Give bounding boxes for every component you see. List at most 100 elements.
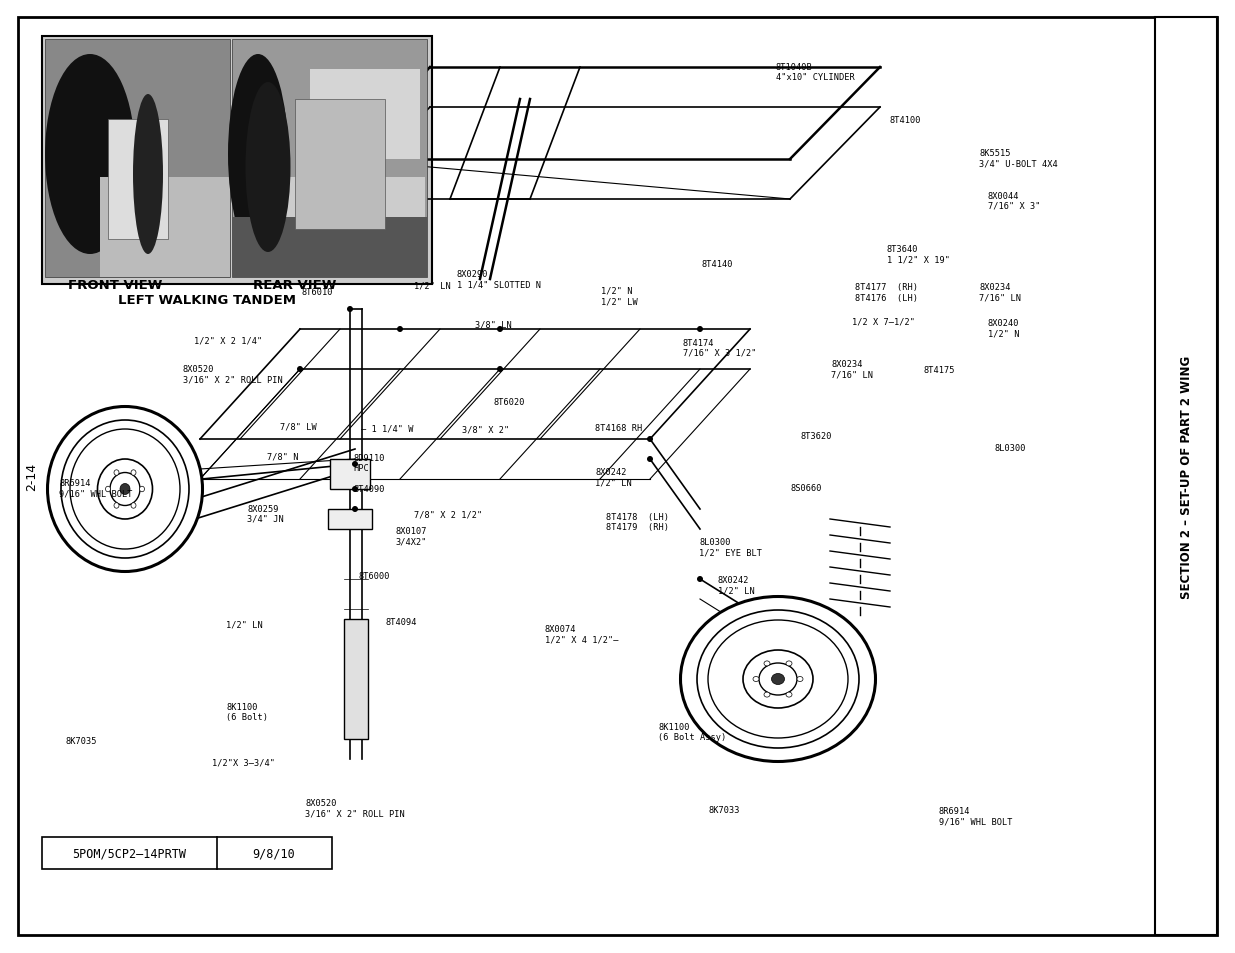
Ellipse shape [697,610,860,748]
Bar [329,510,372,530]
Ellipse shape [697,577,703,582]
Text: 8T4174
7/16" X 3 1/2": 8T4174 7/16" X 3 1/2" [683,338,757,357]
Ellipse shape [647,456,653,462]
Text: 5POM/5CP2–14PRTW: 5POM/5CP2–14PRTW [72,846,186,860]
Bar [107,120,168,240]
Text: 8X0074
1/2" X 4 1/2"—: 8X0074 1/2" X 4 1/2"— [545,624,619,643]
Ellipse shape [697,327,703,333]
Ellipse shape [760,663,797,696]
Ellipse shape [743,650,813,708]
Ellipse shape [98,459,152,519]
Bar [1155,18,1216,935]
Ellipse shape [352,506,358,513]
Text: 8X0242
1/2" LN: 8X0242 1/2" LN [595,468,632,487]
Ellipse shape [680,597,876,761]
Ellipse shape [110,473,140,506]
Text: 8L0300
1/2" EYE BLT: 8L0300 1/2" EYE BLT [699,537,762,557]
Text: 8T6010: 8T6010 [301,288,333,297]
Bar [44,40,230,277]
Text: 8X0520
3/16" X 2" ROLL PIN: 8X0520 3/16" X 2" ROLL PIN [183,365,283,384]
Text: 8T3640
1 1/2" X 19": 8T3640 1 1/2" X 19" [887,245,950,264]
Text: 8R6914
9/16" WHL BOLT: 8R6914 9/16" WHL BOLT [59,478,133,497]
Text: 1/2 X 7–1/2": 1/2 X 7–1/2" [852,317,915,327]
Text: 8X0290
1 1/4" SLOTTED N: 8X0290 1 1/4" SLOTTED N [457,270,541,289]
Ellipse shape [44,55,135,254]
Text: 8K5515
3/4" U-BOLT 4X4: 8K5515 3/4" U-BOLT 4X4 [979,149,1058,168]
Text: 8D9110
HPC: 8D9110 HPC [353,454,385,473]
Bar [232,40,427,277]
Text: 8T6000: 8T6000 [358,571,390,580]
Ellipse shape [396,327,403,333]
Ellipse shape [70,430,180,550]
Ellipse shape [131,503,136,509]
Text: 8X0242
1/2" LN: 8X0242 1/2" LN [718,576,755,595]
Bar [266,178,425,277]
Text: 3/8" LN: 3/8" LN [475,320,513,330]
Ellipse shape [708,620,848,739]
Ellipse shape [120,484,130,495]
Ellipse shape [133,95,163,254]
Text: 7/8" N: 7/8" N [267,452,299,461]
Ellipse shape [496,327,503,333]
Text: 1/2"X 3–3/4": 1/2"X 3–3/4" [212,758,275,767]
Text: 8X0234
7/16" LN: 8X0234 7/16" LN [831,360,873,379]
Bar [100,178,230,277]
Ellipse shape [764,693,769,698]
Text: 8T1040B
4"x10" CYLINDER: 8T1040B 4"x10" CYLINDER [776,63,855,82]
Ellipse shape [114,503,119,509]
Text: 8R6914
9/16" WHL BOLT: 8R6914 9/16" WHL BOLT [939,806,1013,825]
Ellipse shape [105,487,110,493]
Text: 8L0300: 8L0300 [994,443,1026,453]
Text: 1/2" LN: 1/2" LN [414,281,451,291]
Text: ― 1 1/4" W: ― 1 1/4" W [361,424,414,434]
Text: 8K7033: 8K7033 [709,805,741,815]
Ellipse shape [496,367,503,373]
Text: 8X0240
1/2" N: 8X0240 1/2" N [988,319,1020,338]
Ellipse shape [296,367,303,373]
Ellipse shape [352,461,358,468]
Ellipse shape [140,487,144,493]
Text: 8T3620: 8T3620 [800,432,832,441]
Bar [345,619,368,740]
Text: 8T6020: 8T6020 [494,397,526,407]
Text: 1/2" LN: 1/2" LN [226,619,263,629]
Ellipse shape [228,55,288,254]
Text: 8T4175: 8T4175 [924,365,956,375]
Bar [232,218,427,277]
Ellipse shape [764,661,769,666]
Text: 7/8" LW: 7/8" LW [280,422,317,432]
Text: 2-14: 2-14 [26,462,38,491]
Text: 8X0044
7/16" X 3": 8X0044 7/16" X 3" [988,192,1041,211]
Bar [330,459,370,490]
Bar [295,100,385,230]
Text: 8S0660: 8S0660 [790,483,823,493]
Text: 1/2" X 2 1/4": 1/2" X 2 1/4" [194,335,262,345]
Text: 1/2" N
1/2" LW: 1/2" N 1/2" LW [601,287,638,306]
Text: 7/8" X 2 1/2": 7/8" X 2 1/2" [414,510,482,519]
Text: FRONT VIEW: FRONT VIEW [68,278,162,292]
Ellipse shape [785,661,792,666]
Text: 8K1100
(6 Bolt): 8K1100 (6 Bolt) [226,702,268,721]
Text: REAR VIEW: REAR VIEW [253,278,337,292]
Text: 8T4168 RH: 8T4168 RH [595,423,642,433]
Text: 8T4100: 8T4100 [889,115,921,125]
Text: 8T4178  (LH)
8T4179  (RH): 8T4178 (LH) 8T4179 (RH) [606,513,669,532]
Text: 8X0107
3/4X2": 8X0107 3/4X2" [395,527,427,546]
Text: 8T4177  (RH)
8T4176  (LH): 8T4177 (RH) 8T4176 (LH) [855,283,918,302]
Text: 8T4140: 8T4140 [701,259,734,269]
Ellipse shape [647,436,653,442]
Text: 8K7035: 8K7035 [65,736,98,745]
Text: SECTION 2 – SET-UP OF PART 2 WING: SECTION 2 – SET-UP OF PART 2 WING [1179,355,1193,598]
Text: 8T4094: 8T4094 [385,617,417,626]
Text: 8T4090: 8T4090 [353,484,385,494]
Bar [42,837,332,869]
Text: 9/8/10: 9/8/10 [253,846,295,860]
Text: LEFT WALKING TANDEM: LEFT WALKING TANDEM [119,294,296,307]
Ellipse shape [246,83,290,253]
Ellipse shape [347,307,353,313]
Text: 3/8" X 2": 3/8" X 2" [462,425,509,435]
Bar [42,37,432,285]
Ellipse shape [753,677,760,681]
Text: 8X0259
3/4" JN: 8X0259 3/4" JN [247,504,284,523]
Text: 8K1100
(6 Bolt Assy): 8K1100 (6 Bolt Assy) [658,722,726,741]
